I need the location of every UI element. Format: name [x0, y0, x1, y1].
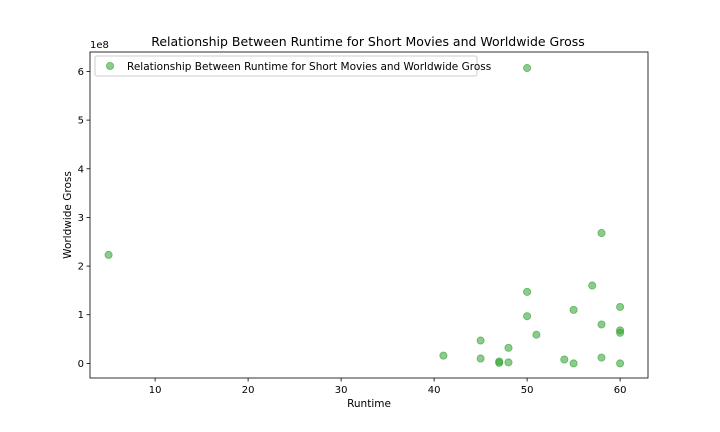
chart-title: Relationship Between Runtime for Short M…	[151, 34, 585, 49]
data-point	[532, 330, 541, 339]
legend-label: Relationship Between Runtime for Short M…	[127, 61, 491, 73]
y-axis-label: Worldwide Gross	[62, 171, 74, 259]
x-axis-label: Runtime	[347, 398, 391, 410]
x-tick-label: 20	[242, 385, 255, 396]
x-tick-label: 40	[428, 385, 441, 396]
data-point	[104, 250, 113, 259]
data-point	[616, 359, 625, 368]
data-point	[597, 320, 606, 329]
x-tick-label: 30	[335, 385, 348, 396]
data-point	[439, 351, 448, 360]
y-tick-label: 1	[78, 310, 84, 321]
y-tick-label: 4	[78, 164, 84, 175]
y-tick-label: 6	[78, 67, 84, 78]
data-point	[523, 312, 532, 321]
axes-frame	[89, 51, 649, 379]
data-point	[588, 281, 597, 290]
legend-box	[94, 55, 478, 77]
y-axis-multiplier: 1e8	[90, 40, 109, 51]
data-point	[495, 358, 504, 367]
y-tick-label: 2	[78, 262, 84, 273]
data-point	[616, 328, 625, 337]
data-point	[523, 287, 532, 296]
y-tick-label: 3	[78, 213, 84, 224]
plot-area: 10 20 30 40 50 60 0 1 2 3 4 5 6	[78, 51, 649, 396]
y-tick-label: 0	[78, 359, 84, 370]
x-tick-label: 50	[521, 385, 534, 396]
y-tick-label: 5	[78, 116, 84, 127]
data-point	[504, 343, 513, 352]
data-point	[476, 336, 485, 345]
data-point	[560, 355, 569, 364]
data-point	[523, 64, 532, 73]
data-point	[504, 358, 513, 367]
data-point	[476, 354, 485, 363]
data-point	[569, 305, 578, 314]
data-point	[597, 353, 606, 362]
data-point	[616, 302, 625, 311]
x-tick-label: 10	[149, 385, 162, 396]
data-point	[569, 359, 578, 368]
data-point	[597, 229, 606, 238]
legend: Relationship Between Runtime for Short M…	[94, 55, 491, 77]
legend-marker	[106, 62, 115, 71]
x-tick-label: 60	[614, 385, 627, 396]
